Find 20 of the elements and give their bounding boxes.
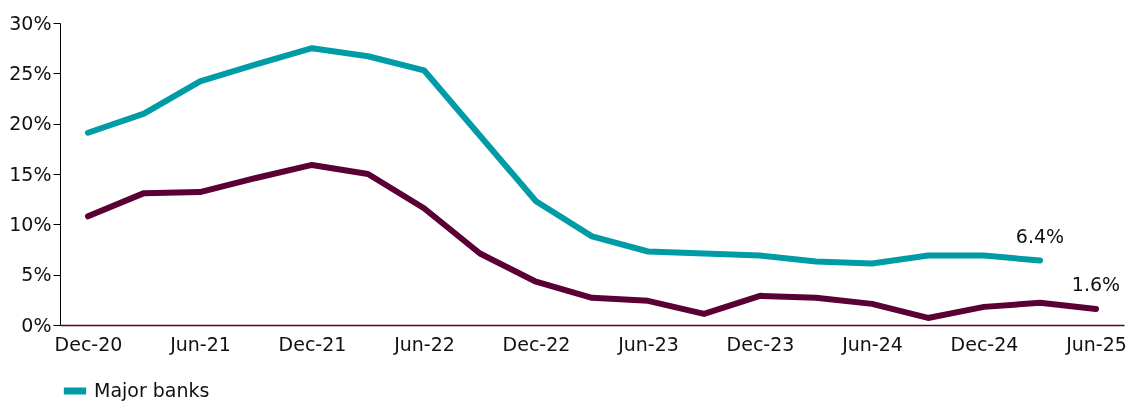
data-label: 1.6% [1071,272,1121,295]
y-tick-label: 5% [21,263,52,286]
x-tick-label: Jun-25 [1065,332,1127,355]
x-tick-label: Jun-24 [841,332,903,355]
x-tick-label: Dec-20 [54,332,123,355]
x-tick-label: Jun-21 [169,332,231,355]
y-tick-label: 25% [9,61,52,84]
x-tick-label: Dec-22 [502,332,571,355]
x-tick-label: Dec-21 [278,332,347,355]
x-tick-label: Jun-22 [393,332,455,355]
y-tick-label: 10% [9,212,52,235]
x-tick-label: Jun-23 [617,332,679,355]
x-tick-label: Dec-24 [950,332,1019,355]
y-tick-label: 15% [9,162,52,185]
y-tick-label: 20% [9,112,52,135]
y-tick-label: 0% [21,313,52,336]
y-tick-label: 30% [9,11,52,34]
x-tick-label: Dec-23 [726,332,795,355]
data-label: 6.4% [1015,224,1065,247]
legend-label: Major banks [94,379,210,401]
